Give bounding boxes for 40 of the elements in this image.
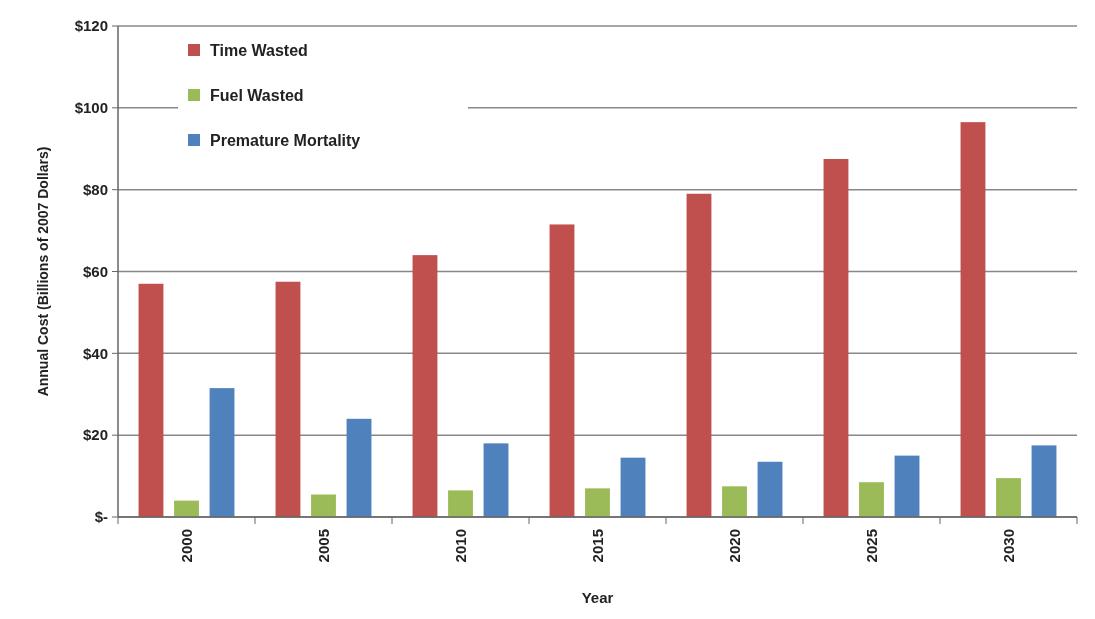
legend-label: Premature Mortality — [210, 131, 361, 149]
bar — [823, 158, 849, 517]
bar — [996, 478, 1021, 517]
bar — [448, 490, 473, 517]
bar — [209, 388, 235, 517]
bar — [311, 494, 336, 517]
x-tick-label: 2025 — [862, 529, 880, 563]
bar — [722, 486, 747, 517]
y-tick-label: $120 — [74, 17, 108, 35]
legend-label: Fuel Wasted — [210, 86, 304, 104]
x-tick-label: 2020 — [725, 529, 743, 563]
bar — [549, 224, 575, 517]
bar — [1031, 445, 1057, 517]
x-tick-label: 2005 — [314, 529, 332, 563]
x-tick-label: 2010 — [451, 529, 469, 563]
bar — [620, 457, 646, 517]
y-tick-label: $80 — [82, 180, 108, 198]
bar — [275, 281, 301, 517]
y-tick-label: $40 — [82, 344, 108, 362]
bar — [138, 283, 164, 517]
bar — [412, 255, 438, 517]
y-tick-label: $- — [94, 508, 108, 526]
y-tick-label: $20 — [82, 426, 108, 444]
x-tick-label: 2000 — [177, 529, 195, 563]
x-axis-title: Year — [581, 589, 614, 606]
y-tick-label: $60 — [82, 262, 108, 280]
bar — [346, 418, 372, 517]
legend-label: Time Wasted — [210, 41, 308, 59]
x-tick-label: 2015 — [588, 529, 606, 563]
y-tick-label: $100 — [74, 99, 108, 117]
x-tick-label: 2030 — [999, 529, 1017, 563]
bar — [757, 461, 783, 517]
bar — [686, 193, 712, 517]
bar — [483, 443, 509, 517]
bar — [960, 122, 986, 517]
bar — [174, 500, 199, 517]
bar — [894, 455, 920, 517]
bar — [859, 482, 884, 517]
bar — [585, 488, 610, 517]
y-axis-title: Annual Cost (Billions of 2007 Dollars) — [35, 146, 51, 397]
